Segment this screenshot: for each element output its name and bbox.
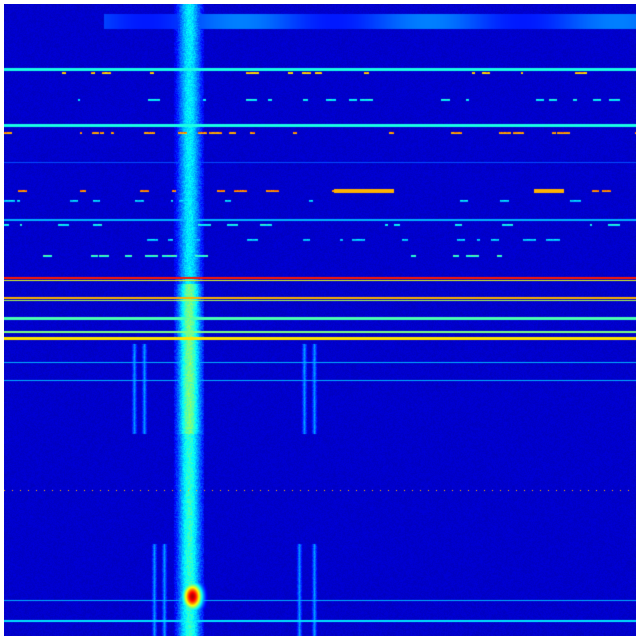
heatmap-image xyxy=(4,4,636,636)
heatmap-canvas xyxy=(4,4,636,636)
